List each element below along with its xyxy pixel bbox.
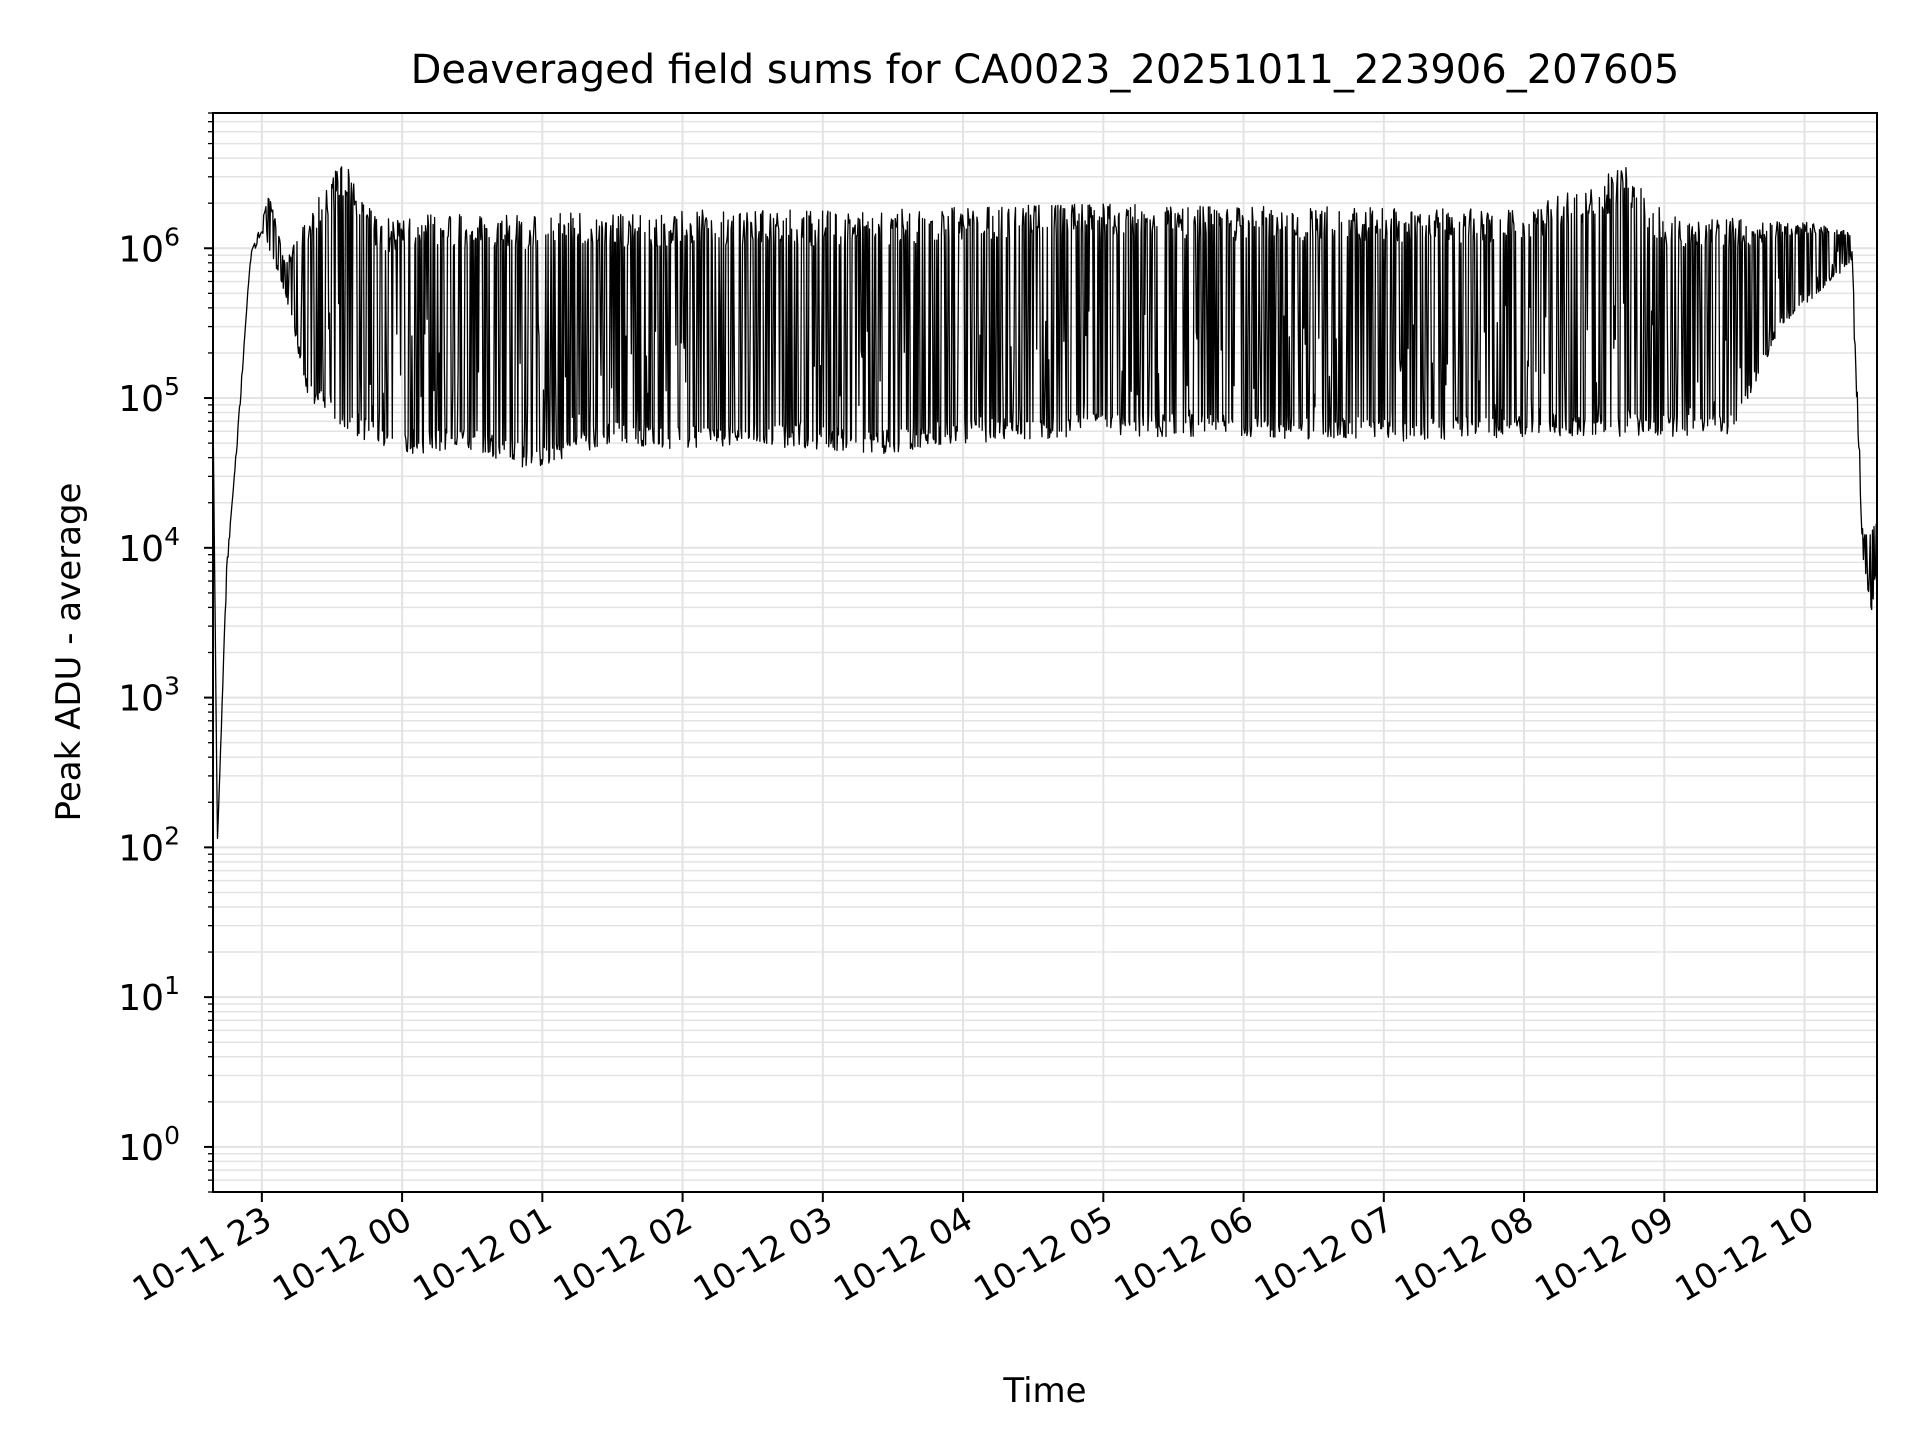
series-layer [212,166,1878,840]
y-tick-label-base: 10 [118,529,164,570]
series-line [212,166,1878,840]
y-tick-label-base: 10 [118,229,164,270]
y-tick-label: 106 [118,222,180,270]
y-tick-label: 100 [118,1121,180,1169]
y-tick-label-base: 10 [118,1128,164,1169]
x-axis-label: Time [1002,1371,1086,1411]
y-tick-label-exponent: 6 [164,222,180,251]
y-axis-label: Peak ADU - average [49,483,89,822]
y-tick-label-base: 10 [118,828,164,869]
y-tick-label: 105 [118,372,180,420]
chart-title: Deaveraged field sums for CA0023_2025101… [411,47,1680,93]
y-tick-label: 102 [118,821,180,869]
y-tick-label-exponent: 2 [164,821,180,850]
y-tick-label-base: 10 [118,679,164,720]
y-tick-label-base: 10 [118,978,164,1019]
y-tick-label-base: 10 [118,379,164,420]
y-tick-label: 103 [118,672,180,720]
y-tick-label-exponent: 3 [164,672,180,701]
y-tick-label: 101 [118,971,180,1019]
y-tick-label: 104 [118,522,180,570]
y-tick-label-exponent: 0 [164,1121,180,1150]
y-tick-label-exponent: 5 [164,372,180,401]
y-tick-label-exponent: 4 [164,522,180,551]
y-tick-label-exponent: 1 [164,971,180,1000]
grid [213,112,1877,1193]
